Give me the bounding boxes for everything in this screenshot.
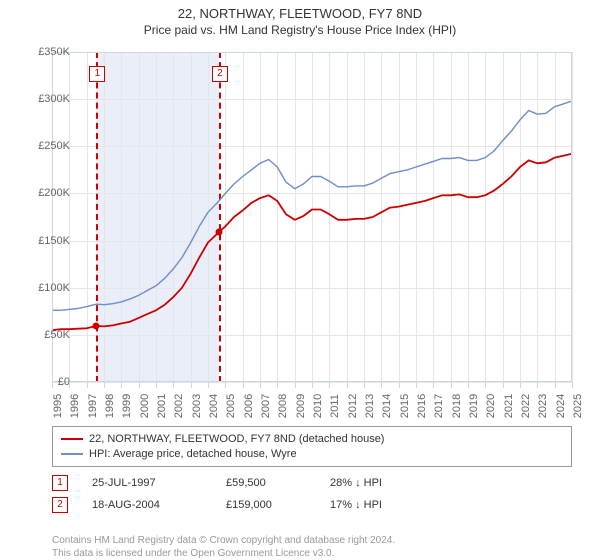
x-tick-label: 2021	[503, 394, 515, 418]
x-tick-mark	[381, 382, 382, 388]
x-tick-mark	[104, 382, 105, 388]
x-tick-mark	[416, 382, 417, 388]
x-tick-mark	[347, 382, 348, 388]
sales-row-marker: 2	[52, 497, 68, 513]
legend-box: 22, NORTHWAY, FLEETWOOD, FY7 8ND (detach…	[52, 426, 572, 467]
sales-row-price: £159,000	[226, 499, 306, 511]
x-tick-mark	[433, 382, 434, 388]
x-tick-mark	[191, 382, 192, 388]
x-tick-label: 1995	[52, 394, 64, 418]
sales-row-date: 18-AUG-2004	[92, 499, 202, 511]
x-tick-mark	[52, 382, 53, 388]
series-hpi	[52, 101, 572, 310]
chart-plot-area: 12	[52, 52, 572, 382]
sale-point-dot	[93, 322, 100, 329]
x-tick-mark	[468, 382, 469, 388]
sales-row-price: £59,500	[226, 477, 306, 489]
y-tick-label: £200K	[22, 187, 70, 199]
sales-row: 1 25-JUL-1997 £59,500 28% ↓ HPI	[52, 472, 572, 494]
page-title: 22, NORTHWAY, FLEETWOOD, FY7 8ND	[0, 6, 600, 21]
x-tick-label: 2007	[260, 394, 272, 418]
x-tick-label: 2011	[329, 394, 341, 418]
x-tick-label: 2004	[208, 394, 220, 418]
x-tick-label: 2002	[173, 394, 185, 418]
x-tick-label: 2020	[485, 394, 497, 418]
legend-row: 22, NORTHWAY, FLEETWOOD, FY7 8ND (detach…	[61, 431, 563, 446]
x-tick-label: 2018	[451, 394, 463, 418]
x-tick-label: 1997	[87, 394, 99, 418]
x-tick-label: 2005	[225, 394, 237, 418]
y-tick-label: £250K	[22, 140, 70, 152]
x-tick-mark	[503, 382, 504, 388]
y-tick-label: £300K	[22, 93, 70, 105]
x-tick-mark	[364, 382, 365, 388]
x-tick-mark	[225, 382, 226, 388]
x-tick-mark	[87, 382, 88, 388]
sales-row: 2 18-AUG-2004 £159,000 17% ↓ HPI	[52, 494, 572, 516]
x-tick-mark	[173, 382, 174, 388]
x-tick-label: 2008	[277, 394, 289, 418]
page-subtitle: Price paid vs. HM Land Registry's House …	[0, 23, 600, 37]
x-tick-mark	[295, 382, 296, 388]
x-tick-label: 2015	[399, 394, 411, 418]
legend-swatch	[61, 453, 83, 455]
sales-row-date: 25-JUL-1997	[92, 477, 202, 489]
x-tick-label: 2010	[312, 394, 324, 418]
sales-row-diff: 28% ↓ HPI	[330, 477, 450, 489]
x-tick-label: 2003	[191, 394, 203, 418]
footer-attribution: Contains HM Land Registry data © Crown c…	[52, 535, 572, 560]
x-tick-mark	[208, 382, 209, 388]
footer-line-2: This data is licensed under the Open Gov…	[52, 548, 572, 560]
x-tick-label: 2000	[139, 394, 151, 418]
y-tick-label: £0	[22, 376, 70, 388]
x-tick-mark	[520, 382, 521, 388]
y-tick-label: £100K	[22, 282, 70, 294]
sales-row-diff: 17% ↓ HPI	[330, 499, 450, 511]
x-tick-mark	[156, 382, 157, 388]
y-tick-label: £350K	[22, 46, 70, 58]
y-tick-label: £50K	[22, 329, 70, 341]
x-tick-mark	[243, 382, 244, 388]
sales-row-marker: 1	[52, 475, 68, 491]
x-tick-label: 2025	[572, 394, 584, 418]
chart-lines-svg	[52, 52, 572, 382]
x-tick-label: 2006	[243, 394, 255, 418]
x-tick-mark	[312, 382, 313, 388]
x-tick-label: 2024	[555, 394, 567, 418]
x-tick-label: 2013	[364, 394, 376, 418]
x-tick-mark	[260, 382, 261, 388]
x-tick-label: 2012	[347, 394, 359, 418]
x-tick-label: 2022	[520, 394, 532, 418]
legend-label: HPI: Average price, detached house, Wyre	[89, 448, 297, 460]
x-tick-mark	[139, 382, 140, 388]
legend-label: 22, NORTHWAY, FLEETWOOD, FY7 8ND (detach…	[89, 433, 384, 445]
footer-line-1: Contains HM Land Registry data © Crown c…	[52, 535, 572, 548]
x-tick-mark	[329, 382, 330, 388]
y-tick-label: £150K	[22, 235, 70, 247]
x-tick-label: 2016	[416, 394, 428, 418]
x-tick-mark	[485, 382, 486, 388]
x-tick-label: 1999	[121, 394, 133, 418]
x-tick-label: 2017	[433, 394, 445, 418]
x-tick-label: 2023	[537, 394, 549, 418]
x-tick-mark	[572, 382, 573, 388]
x-tick-mark	[399, 382, 400, 388]
legend-swatch	[61, 438, 83, 440]
x-tick-label: 2009	[295, 394, 307, 418]
x-tick-mark	[555, 382, 556, 388]
x-tick-mark	[277, 382, 278, 388]
x-tick-label: 2014	[381, 394, 393, 418]
x-tick-label: 2019	[468, 394, 480, 418]
sales-table: 1 25-JUL-1997 £59,500 28% ↓ HPI 2 18-AUG-2004…	[52, 472, 572, 516]
series-property	[52, 154, 572, 330]
legend-row: HPI: Average price, detached house, Wyre	[61, 446, 563, 461]
x-tick-label: 2001	[156, 394, 168, 418]
x-tick-label: 1998	[104, 394, 116, 418]
x-tick-mark	[451, 382, 452, 388]
sale-point-dot	[215, 229, 222, 236]
x-tick-mark	[537, 382, 538, 388]
x-tick-mark	[121, 382, 122, 388]
x-tick-mark	[69, 382, 70, 388]
x-tick-label: 1996	[69, 394, 81, 418]
